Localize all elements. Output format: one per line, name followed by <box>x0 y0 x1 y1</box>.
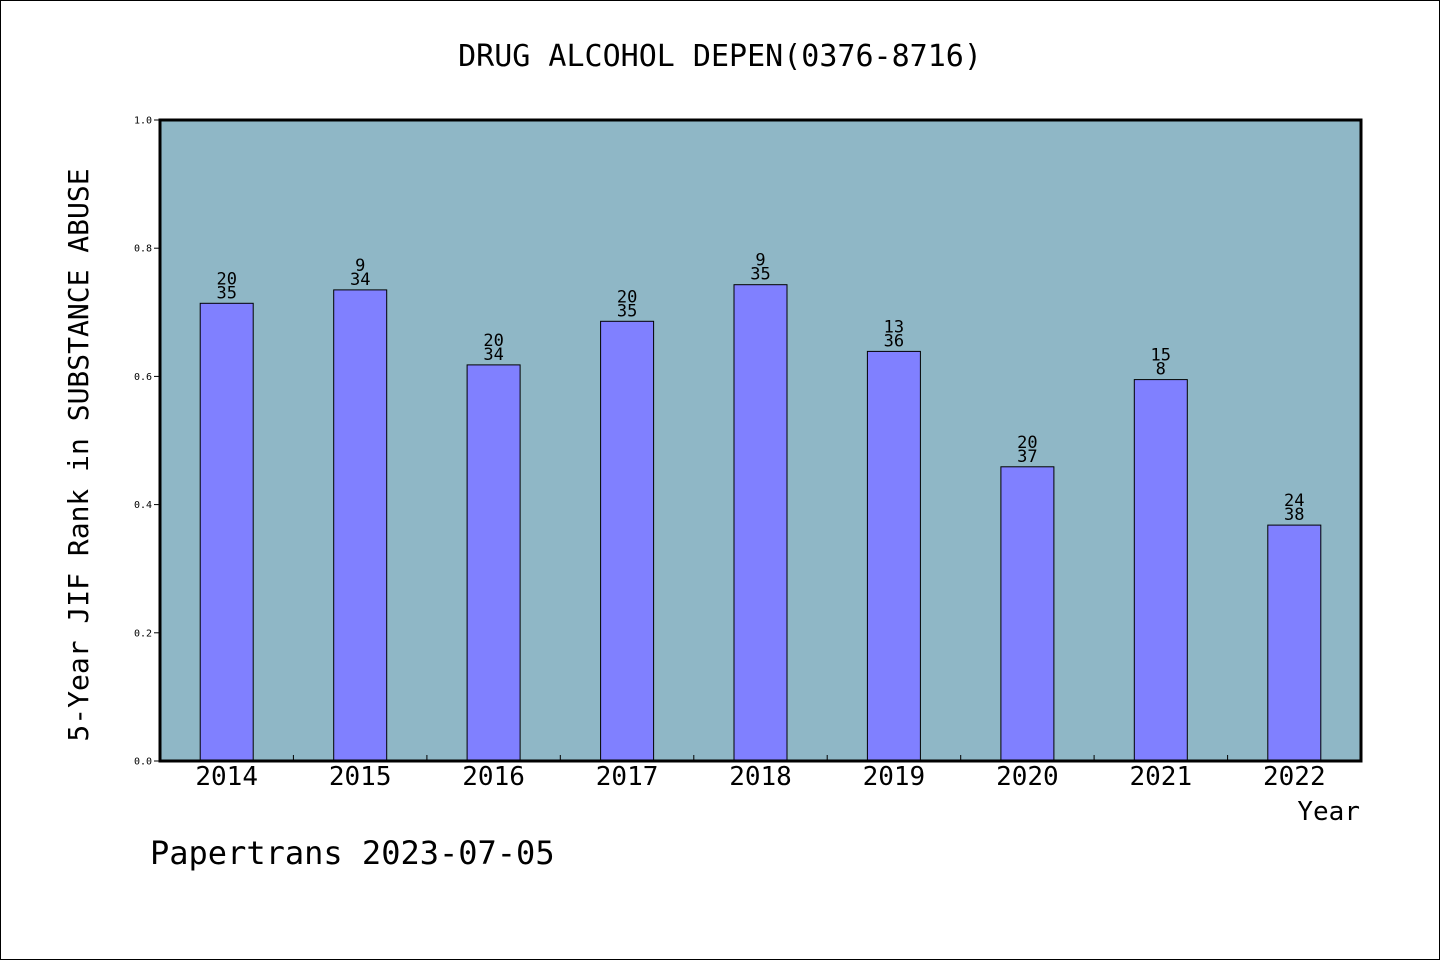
plot-border <box>158 118 1363 763</box>
y-tick-label-0.0: 0.0 <box>134 757 152 768</box>
bar-2020 <box>1000 466 1055 762</box>
bar-total-label-2017: 35 <box>617 301 637 321</box>
x-tick-label-2015: 2015 <box>329 762 392 792</box>
footer-watermark: Papertrans 2023-07-05 <box>150 834 555 872</box>
bar-rank-label-2022: 24 <box>1284 491 1304 511</box>
y-tick-label-0.2: 0.2 <box>134 628 152 639</box>
bar-total-label-2020: 37 <box>1017 447 1037 467</box>
bar-2018 <box>733 284 788 762</box>
bar-total-label-2022: 38 <box>1284 505 1304 525</box>
bar-2015 <box>333 289 388 762</box>
x-tick-label-2022: 2022 <box>1263 762 1326 792</box>
x-tick-label-2018: 2018 <box>729 762 792 792</box>
bar-rank-label-2021: 15 <box>1151 346 1171 366</box>
x-tick-label-2020: 2020 <box>996 762 1059 792</box>
x-tick-label-2021: 2021 <box>1129 762 1192 792</box>
x-tick-label-2016: 2016 <box>462 762 525 792</box>
bar-2021 <box>1133 379 1188 762</box>
x-axis-ticks: 2014 2015 2016 2017 2018 2019 2020 2021 2022 <box>195 755 1326 792</box>
y-tick-label-0.6: 0.6 <box>134 372 152 383</box>
bar-rank-label-2015: 9 <box>355 256 365 276</box>
y-axis-ticks: 0.0 0.2 0.4 0.6 0.8 1.0 <box>134 116 160 768</box>
y-tick-label-1.0: 1.0 <box>134 116 152 127</box>
y-tick-label-0.8: 0.8 <box>134 244 152 255</box>
chart-title: DRUG ALCOHOL DEPEN(0376-8716) <box>458 39 982 74</box>
bar-2019 <box>866 350 921 762</box>
bar-rank-label-2017: 20 <box>617 287 637 307</box>
y-axis-label: 5-Year JIF Rank in SUBSTANCE ABUSE <box>62 168 95 741</box>
bar-2016 <box>466 364 521 762</box>
x-tick-label-2017: 2017 <box>596 762 659 792</box>
bar-rank-label-2018: 9 <box>755 251 765 271</box>
bar-total-label-2021: 8 <box>1156 360 1166 380</box>
bar-rank-label-2019: 13 <box>884 317 904 337</box>
x-tick-label-2014: 2014 <box>195 762 258 792</box>
bar-rank-label-2014: 20 <box>216 269 236 289</box>
bar-total-label-2015: 34 <box>350 270 370 290</box>
y-tick-label-0.4: 0.4 <box>134 500 152 511</box>
bar-rank-label-2016: 20 <box>483 331 503 351</box>
bar-total-label-2014: 35 <box>216 283 236 303</box>
bar-2017 <box>600 320 655 762</box>
bar-rank-label-2020: 20 <box>1017 433 1037 453</box>
bar-total-label-2018: 35 <box>750 265 770 285</box>
x-axis-label: Year <box>1297 797 1360 827</box>
bar-total-label-2019: 36 <box>884 331 904 351</box>
bar-2014 <box>199 302 254 762</box>
x-tick-label-2019: 2019 <box>863 762 926 792</box>
bar-2022 <box>1267 524 1322 762</box>
bar-total-label-2016: 34 <box>483 345 503 365</box>
